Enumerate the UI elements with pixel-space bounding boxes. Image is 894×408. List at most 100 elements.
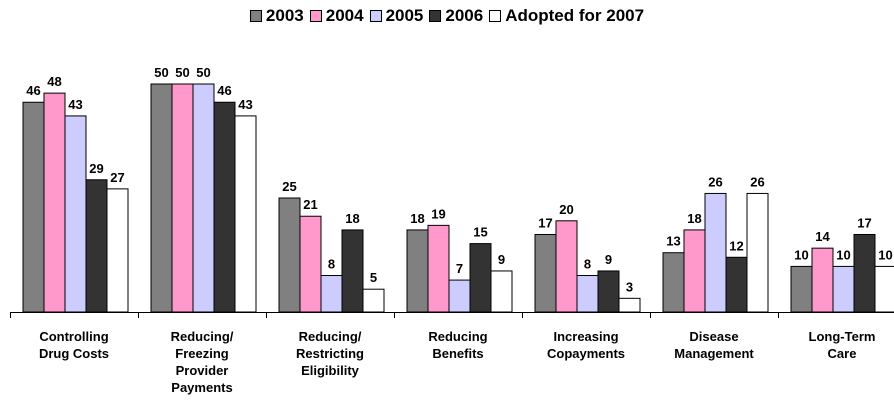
- data-label: 26: [708, 174, 722, 189]
- category-label-line: Reducing/: [170, 329, 234, 344]
- legend-label: 2004: [325, 6, 364, 25]
- category-label-line: Drug Costs: [38, 346, 110, 361]
- data-label: 50: [196, 65, 210, 80]
- bar: [746, 192, 769, 313]
- legend-item: 2004: [309, 6, 364, 26]
- category-label: Increasing Copayments: [521, 328, 651, 362]
- bar: [534, 233, 557, 313]
- data-label: 21: [303, 197, 317, 212]
- data-label: 46: [26, 83, 40, 98]
- legend-label: Adopted for 2007: [505, 6, 645, 25]
- legend-label: 2003: [265, 6, 304, 25]
- bar: [662, 252, 685, 313]
- category-label-line: Care: [827, 346, 857, 361]
- data-label: 10: [836, 247, 850, 262]
- legend-item: 2003: [249, 6, 304, 26]
- legend-swatch: [489, 10, 502, 22]
- bar: [725, 256, 748, 313]
- data-label: 18: [687, 211, 701, 226]
- chart-legend: 2003 2004 2005 2006 Adopted for 2007: [0, 6, 894, 27]
- bar: [448, 279, 471, 313]
- data-label: 9: [498, 252, 505, 267]
- legend-swatch: [249, 10, 262, 22]
- data-label: 50: [154, 65, 168, 80]
- data-label: 48: [47, 74, 61, 89]
- data-label: 8: [584, 257, 591, 272]
- data-label: 8: [328, 257, 335, 272]
- bar: [341, 229, 364, 313]
- bar: [171, 83, 194, 313]
- bar: [469, 243, 492, 313]
- legend-label: 2006: [445, 6, 484, 25]
- data-label: 43: [68, 97, 82, 112]
- category-label-line: Payments: [171, 380, 233, 395]
- data-label: 29: [89, 161, 103, 176]
- category-label-line: Increasing: [553, 329, 619, 344]
- bar: [320, 275, 343, 313]
- data-label: 50: [175, 65, 189, 80]
- data-label: 27: [110, 170, 124, 185]
- data-label: 25: [282, 179, 296, 194]
- category-label: Reducing/Restricting Eligibility: [265, 328, 395, 379]
- bar: [64, 115, 87, 313]
- legend-label: 2005: [385, 6, 424, 25]
- data-label: 12: [729, 238, 743, 253]
- bar: [576, 275, 599, 313]
- bar: [874, 265, 894, 313]
- legend-swatch: [429, 10, 442, 22]
- data-label: 18: [345, 211, 359, 226]
- bar: [811, 247, 834, 313]
- category-label: Reducing/Freezing Provider Payments: [137, 328, 267, 396]
- data-label: 3: [626, 279, 633, 294]
- data-label: 46: [217, 83, 231, 98]
- bar: [832, 265, 855, 313]
- category-label-line: Reducing: [428, 329, 488, 344]
- category-label-line: Management: [674, 346, 754, 361]
- category-label-line: Benefits: [432, 346, 484, 361]
- category-label-line: Copayments: [546, 346, 626, 361]
- bar: [790, 265, 813, 313]
- bar: [618, 297, 641, 313]
- data-label: 17: [857, 215, 871, 230]
- bar: [406, 229, 429, 313]
- data-label: 19: [431, 206, 445, 221]
- bar: [597, 270, 620, 313]
- data-label: 15: [473, 225, 487, 240]
- data-label: 13: [666, 234, 680, 249]
- bar: [278, 197, 301, 313]
- category-label-line: Long-Term: [808, 329, 876, 344]
- category-label: Reducing Benefits: [393, 328, 523, 362]
- bar: [299, 215, 322, 313]
- bar: [234, 115, 257, 313]
- bar: [683, 229, 706, 313]
- bar: [490, 270, 513, 313]
- bar: [43, 92, 66, 313]
- data-label: 18: [410, 211, 424, 226]
- category-label-line: Disease: [689, 329, 739, 344]
- category-label: Controlling Drug Costs: [9, 328, 139, 362]
- data-label: 9: [605, 252, 612, 267]
- category-label-line: Freezing: [175, 346, 229, 361]
- category-label-line: Reducing/: [298, 329, 362, 344]
- category-label-line: Restricting: [296, 346, 364, 361]
- bar: [213, 101, 236, 313]
- bar: [853, 233, 876, 313]
- bar: [85, 179, 108, 313]
- bar: [150, 83, 173, 313]
- data-label: 7: [456, 261, 463, 276]
- data-label: 43: [238, 97, 252, 112]
- category-label: Disease Management: [649, 328, 779, 362]
- legend-swatch: [309, 10, 322, 22]
- bar: [362, 288, 385, 313]
- legend-swatch: [369, 10, 382, 22]
- category-label-line: Eligibility: [301, 363, 359, 378]
- data-label: 5: [370, 270, 377, 285]
- legend-item: 2006: [429, 6, 483, 26]
- bar: [704, 192, 727, 313]
- data-label: 14: [815, 229, 830, 244]
- legend-item: Adopted for 2007: [489, 6, 644, 26]
- data-label: 17: [538, 215, 552, 230]
- data-label: 26: [750, 174, 764, 189]
- data-label: 20: [559, 202, 573, 217]
